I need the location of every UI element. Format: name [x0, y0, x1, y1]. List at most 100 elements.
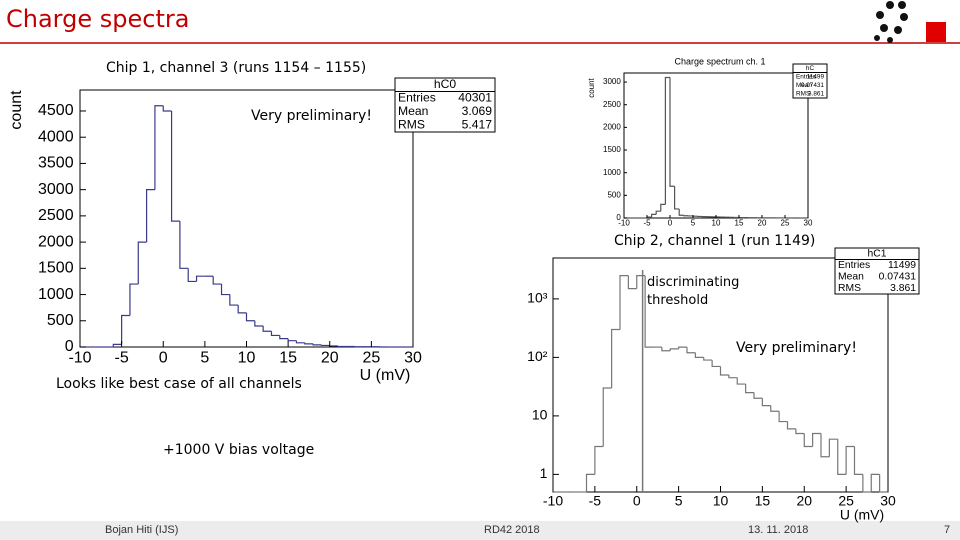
stats-name: hC1 — [868, 248, 887, 259]
y-tick-label: 4000 — [38, 128, 74, 145]
y-tick-label: 2000 — [603, 122, 621, 131]
x-tick-label: -5 — [115, 349, 129, 366]
stats-value: 3.861 — [890, 283, 916, 294]
chart: -10 -5 0 5 10 15 20 25 30 0 500 1000 1500 2000 2500 300… — [587, 56, 828, 228]
x-tick-label: -5 — [589, 493, 602, 509]
y-tick-label: 0 — [65, 338, 74, 355]
footer-author: Bojan Hiti (IJS) — [105, 524, 179, 536]
histogram-bin — [594, 445, 604, 475]
histogram-bin — [229, 294, 239, 306]
histogram-bin — [187, 268, 197, 283]
y-tick-label: 10² — [527, 348, 548, 364]
stats-value: 3.069 — [462, 104, 493, 118]
histogram-bin — [812, 432, 821, 447]
threshold-label: discriminating threshold — [647, 275, 740, 308]
histogram-bin — [287, 338, 297, 342]
histogram-bin — [853, 446, 863, 475]
histogram-bin — [129, 283, 139, 316]
y-tick-label: 2500 — [603, 100, 621, 109]
histogram-bin — [837, 439, 847, 475]
y-axis-label: count — [587, 77, 596, 97]
histogram-bin — [121, 314, 130, 345]
x-tick-label: 0 — [668, 219, 673, 228]
stats-value: 11499 — [807, 73, 825, 80]
caption: Very preliminary! — [736, 340, 857, 356]
stats-value: 5.417 — [462, 117, 493, 131]
stats-key: Entries — [796, 73, 816, 80]
y-tick-label: 3000 — [603, 77, 621, 86]
histogram-bin — [295, 340, 305, 344]
histogram-bin — [245, 312, 255, 322]
chart-title: Charge spectrum ch. 1 — [674, 56, 765, 66]
y-tick-label: 1000 — [38, 286, 74, 303]
histogram-bin — [820, 433, 830, 458]
x-tick-label: 15 — [279, 349, 297, 366]
histogram-bin — [320, 344, 330, 347]
x-tick-label: -10 — [68, 349, 91, 366]
histogram-bin — [669, 77, 675, 187]
histogram-bin — [661, 347, 671, 352]
x-tick-label: 5 — [200, 349, 209, 366]
x-tick-label: 25 — [838, 493, 854, 509]
y-tick-label: 3000 — [38, 181, 74, 198]
histogram-bin — [828, 438, 838, 457]
stats-key: Mean — [838, 271, 864, 282]
histogram-bin — [803, 433, 813, 448]
y-tick-label: 1500 — [603, 145, 621, 154]
chart: -10 -5 0 5 10 15 20 25 30 0 500 1000 1500 2000 2500 300… — [8, 77, 496, 384]
histogram-bin — [611, 328, 620, 388]
x-tick-label: 20 — [796, 493, 812, 509]
x-axis-label: U (mV) — [840, 507, 884, 523]
histogram-bin — [262, 326, 272, 332]
histogram-bin — [279, 335, 289, 340]
stats-box — [834, 247, 920, 295]
histogram-bin — [220, 284, 230, 296]
x-tick-label: -5 — [643, 219, 651, 228]
x-tick-label: 5 — [691, 219, 696, 228]
x-tick-label: 25 — [781, 219, 790, 228]
x-tick-label: 0 — [159, 349, 168, 366]
histogram-bin — [694, 352, 704, 358]
plot-frame — [623, 72, 809, 219]
stats-name: hC — [806, 65, 815, 72]
y-tick-label: 2000 — [38, 233, 74, 250]
stats-value: 40301 — [458, 90, 492, 104]
y-tick-label: 10 — [532, 407, 548, 423]
stats-name: hC0 — [434, 77, 457, 91]
histogram-bin — [745, 384, 754, 394]
histogram-bin — [674, 186, 680, 210]
histogram-bin — [602, 387, 612, 447]
slide-title: Charge spectra — [6, 5, 189, 33]
histogram-bin — [162, 105, 172, 112]
stats-key: RMS — [796, 90, 810, 97]
y-tick-label: 10³ — [527, 290, 548, 306]
x-tick-label: 15 — [755, 493, 771, 509]
histogram-bin — [170, 110, 180, 222]
histogram-bin — [270, 331, 280, 337]
histogram-bin — [337, 345, 347, 348]
x-axis-label: U (mV) — [360, 367, 411, 384]
histogram-bin — [711, 360, 721, 368]
histogram-bin — [585, 473, 595, 492]
histogram-bin — [686, 347, 696, 354]
histogram-bin — [664, 76, 670, 205]
stats-value: 11499 — [888, 260, 916, 271]
y-tick-label: 2500 — [38, 207, 74, 224]
x-tick-label: -10 — [618, 219, 630, 228]
histogram-bin — [728, 375, 738, 379]
x-tick-label: -10 — [543, 493, 563, 509]
histogram-bin — [212, 276, 222, 285]
histogram-bin — [753, 392, 763, 399]
caption: Chip 1, channel 3 (runs 1154 – 1155) — [106, 60, 367, 76]
footer-bar — [0, 521, 960, 540]
histogram-bin — [719, 366, 729, 376]
histogram-bin — [678, 208, 684, 216]
histogram-bin — [862, 474, 872, 493]
y-tick-label: 500 — [47, 312, 74, 329]
chart: -10 -5 0 5 10 15 20 25 30 1 10 10² 10³ U (mV) hC1Entri… — [527, 247, 920, 523]
plot-frame — [79, 89, 414, 348]
y-tick-label: 1500 — [38, 260, 74, 277]
stats-key: RMS — [398, 117, 425, 131]
histogram-bin — [619, 275, 629, 330]
